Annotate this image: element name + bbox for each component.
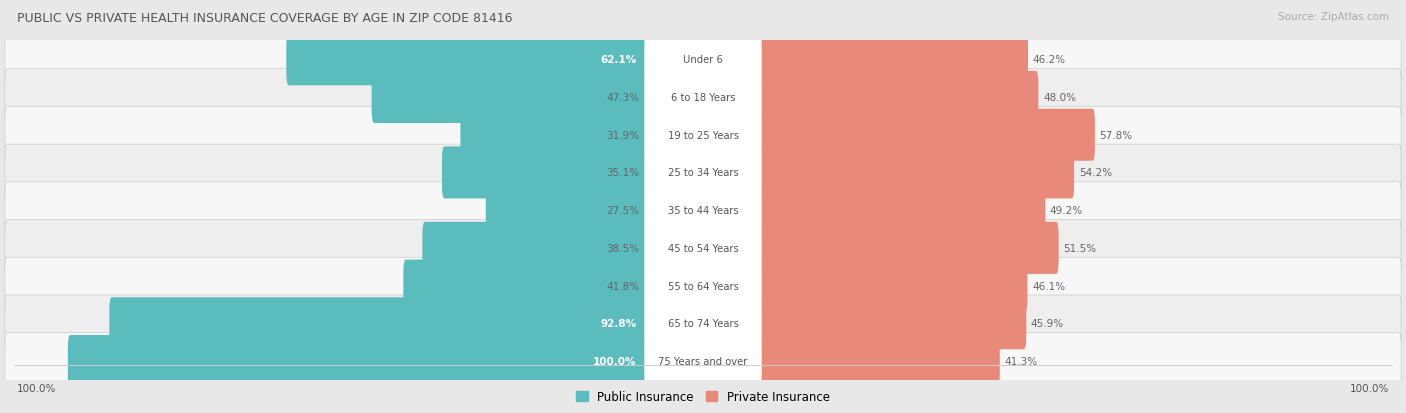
- Text: 45 to 54 Years: 45 to 54 Years: [668, 243, 738, 253]
- Text: 51.5%: 51.5%: [1063, 243, 1097, 253]
- Text: 38.5%: 38.5%: [606, 243, 640, 253]
- FancyBboxPatch shape: [756, 72, 1039, 124]
- FancyBboxPatch shape: [644, 222, 762, 274]
- Text: 41.8%: 41.8%: [606, 281, 640, 291]
- Text: 55 to 64 Years: 55 to 64 Years: [668, 281, 738, 291]
- FancyBboxPatch shape: [67, 335, 650, 387]
- FancyBboxPatch shape: [644, 297, 762, 349]
- Text: 6 to 18 Years: 6 to 18 Years: [671, 93, 735, 103]
- FancyBboxPatch shape: [756, 335, 1000, 387]
- FancyBboxPatch shape: [756, 297, 1026, 349]
- Text: 19 to 25 Years: 19 to 25 Years: [668, 131, 738, 140]
- FancyBboxPatch shape: [644, 34, 762, 86]
- FancyBboxPatch shape: [756, 222, 1059, 274]
- FancyBboxPatch shape: [756, 185, 1045, 237]
- FancyBboxPatch shape: [6, 333, 1400, 389]
- FancyBboxPatch shape: [644, 335, 762, 387]
- Text: 41.3%: 41.3%: [1004, 356, 1038, 366]
- FancyBboxPatch shape: [644, 147, 762, 199]
- FancyBboxPatch shape: [371, 72, 650, 124]
- Text: 57.8%: 57.8%: [1099, 131, 1133, 140]
- FancyBboxPatch shape: [6, 107, 1400, 164]
- Text: Under 6: Under 6: [683, 55, 723, 65]
- FancyBboxPatch shape: [486, 185, 650, 237]
- Text: 54.2%: 54.2%: [1078, 168, 1112, 178]
- FancyBboxPatch shape: [756, 109, 1095, 161]
- Text: 25 to 34 Years: 25 to 34 Years: [668, 168, 738, 178]
- FancyBboxPatch shape: [441, 147, 650, 199]
- Text: 49.2%: 49.2%: [1050, 206, 1083, 216]
- FancyBboxPatch shape: [644, 109, 762, 161]
- FancyBboxPatch shape: [422, 222, 650, 274]
- FancyBboxPatch shape: [6, 69, 1400, 126]
- Text: 100.0%: 100.0%: [1350, 383, 1389, 393]
- Text: 27.5%: 27.5%: [606, 206, 640, 216]
- FancyBboxPatch shape: [6, 183, 1400, 239]
- FancyBboxPatch shape: [756, 147, 1074, 199]
- FancyBboxPatch shape: [287, 34, 650, 86]
- Text: 46.1%: 46.1%: [1032, 281, 1066, 291]
- Legend: Public Insurance, Private Insurance: Public Insurance, Private Insurance: [576, 390, 830, 403]
- FancyBboxPatch shape: [6, 295, 1400, 352]
- FancyBboxPatch shape: [644, 185, 762, 237]
- Text: 35.1%: 35.1%: [606, 168, 640, 178]
- Text: 45.9%: 45.9%: [1031, 318, 1064, 328]
- Text: 46.2%: 46.2%: [1032, 55, 1066, 65]
- FancyBboxPatch shape: [644, 72, 762, 124]
- Text: PUBLIC VS PRIVATE HEALTH INSURANCE COVERAGE BY AGE IN ZIP CODE 81416: PUBLIC VS PRIVATE HEALTH INSURANCE COVER…: [17, 12, 512, 25]
- FancyBboxPatch shape: [6, 220, 1400, 276]
- Text: 48.0%: 48.0%: [1043, 93, 1076, 103]
- Text: 65 to 74 Years: 65 to 74 Years: [668, 318, 738, 328]
- FancyBboxPatch shape: [6, 258, 1400, 314]
- FancyBboxPatch shape: [110, 297, 650, 349]
- Text: 100.0%: 100.0%: [593, 356, 637, 366]
- Text: 92.8%: 92.8%: [600, 318, 637, 328]
- Text: 100.0%: 100.0%: [17, 383, 56, 393]
- FancyBboxPatch shape: [756, 260, 1028, 312]
- FancyBboxPatch shape: [644, 260, 762, 312]
- FancyBboxPatch shape: [756, 34, 1028, 86]
- FancyBboxPatch shape: [404, 260, 650, 312]
- FancyBboxPatch shape: [6, 145, 1400, 201]
- Text: 62.1%: 62.1%: [600, 55, 637, 65]
- Text: 35 to 44 Years: 35 to 44 Years: [668, 206, 738, 216]
- FancyBboxPatch shape: [6, 32, 1400, 88]
- Text: 47.3%: 47.3%: [606, 93, 640, 103]
- FancyBboxPatch shape: [460, 109, 650, 161]
- Text: Source: ZipAtlas.com: Source: ZipAtlas.com: [1278, 12, 1389, 22]
- Text: 31.9%: 31.9%: [606, 131, 640, 140]
- Text: 75 Years and over: 75 Years and over: [658, 356, 748, 366]
